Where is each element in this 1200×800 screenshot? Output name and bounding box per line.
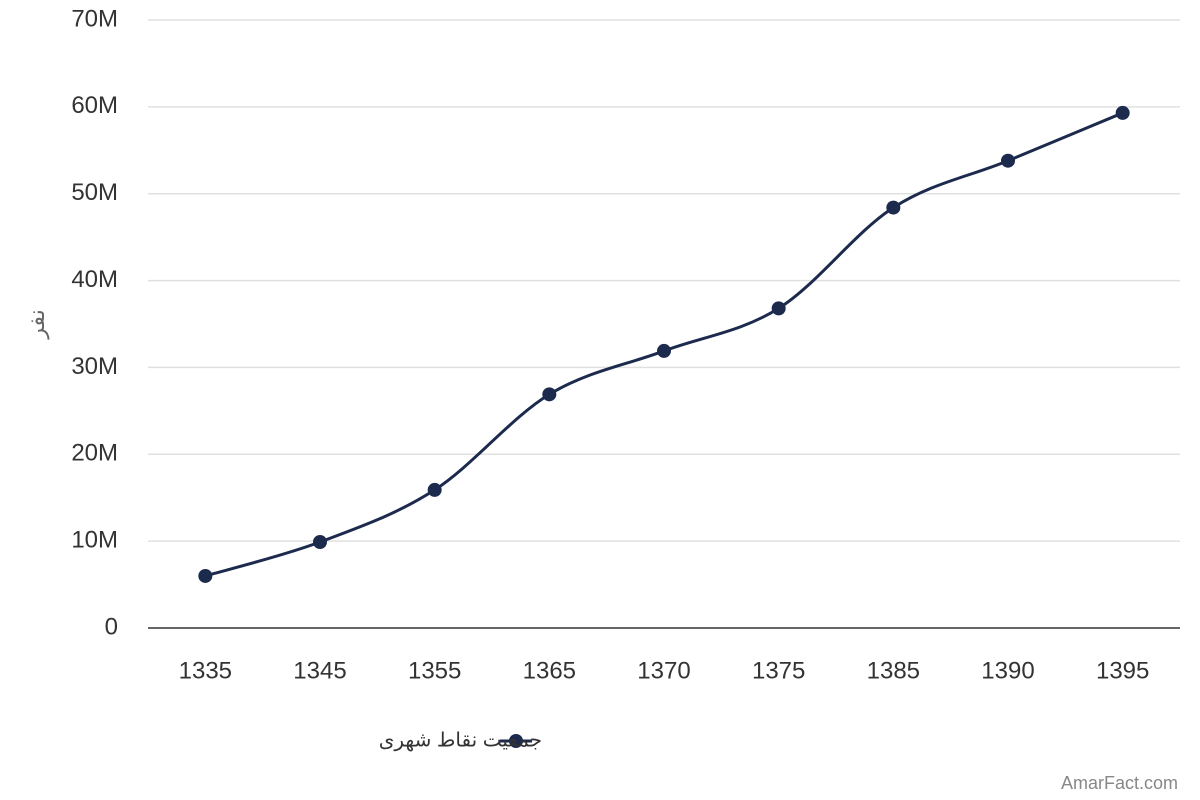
y-tick-label: 20M (71, 440, 118, 467)
x-tick-label: 1390 (981, 657, 1034, 684)
y-tick-label: 30M (71, 353, 118, 380)
point (657, 343, 671, 358)
point (1001, 153, 1015, 168)
point (427, 482, 442, 497)
x-tick-label: 1335 (179, 657, 232, 684)
point (1115, 105, 1130, 120)
x-tick-label: 1385 (867, 657, 920, 684)
y-tick-label: 50M (71, 179, 118, 206)
credit: AmarFact.com (1061, 773, 1178, 793)
y-tick-label: 60M (71, 92, 118, 119)
legend-marker (509, 734, 523, 748)
point (886, 200, 901, 215)
point (198, 568, 213, 583)
legend-label: جمعیت نقاط شهری (379, 729, 542, 751)
x-tick-label: 1355 (408, 657, 461, 684)
y-tick-label: 0 (105, 613, 118, 640)
x-tick-label: 1365 (523, 657, 576, 684)
x-tick-label: 1345 (293, 657, 346, 684)
point (542, 387, 557, 402)
x-tick-label: 1370 (637, 657, 690, 684)
point (771, 301, 786, 316)
point (313, 535, 327, 550)
x-tick-label: 1375 (752, 657, 805, 684)
y-tick-label: 40M (71, 266, 118, 293)
y-tick-label: 10M (71, 526, 118, 553)
x-tick-label: 1395 (1096, 657, 1149, 684)
y-axis-label: نفر (24, 309, 49, 339)
y-tick-label: 70M (71, 5, 118, 32)
